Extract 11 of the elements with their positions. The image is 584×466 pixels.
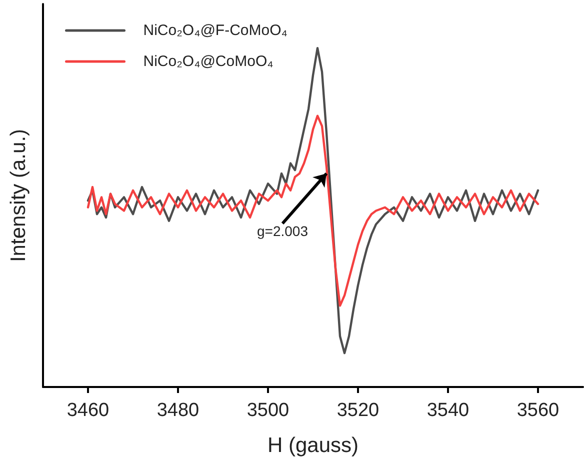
legend-label: NiCo₂O₄@CoMoO₄ xyxy=(143,53,274,70)
x-tick-label: 3500 xyxy=(246,400,290,421)
y-axis-title: Intensity (a.u.) xyxy=(7,128,30,262)
x-tick-label: 3560 xyxy=(516,400,560,421)
x-axis-title: H (gauss) xyxy=(267,434,359,457)
x-tick-label: 3540 xyxy=(426,400,470,421)
x-tick-label: 3460 xyxy=(66,400,110,421)
x-tick-label: 3480 xyxy=(156,400,200,421)
annotation: g=2.003 xyxy=(257,222,308,239)
x-tick-label: 3520 xyxy=(336,400,380,421)
legend-label: NiCo₂O₄@F-CoMoO₄ xyxy=(143,22,288,39)
